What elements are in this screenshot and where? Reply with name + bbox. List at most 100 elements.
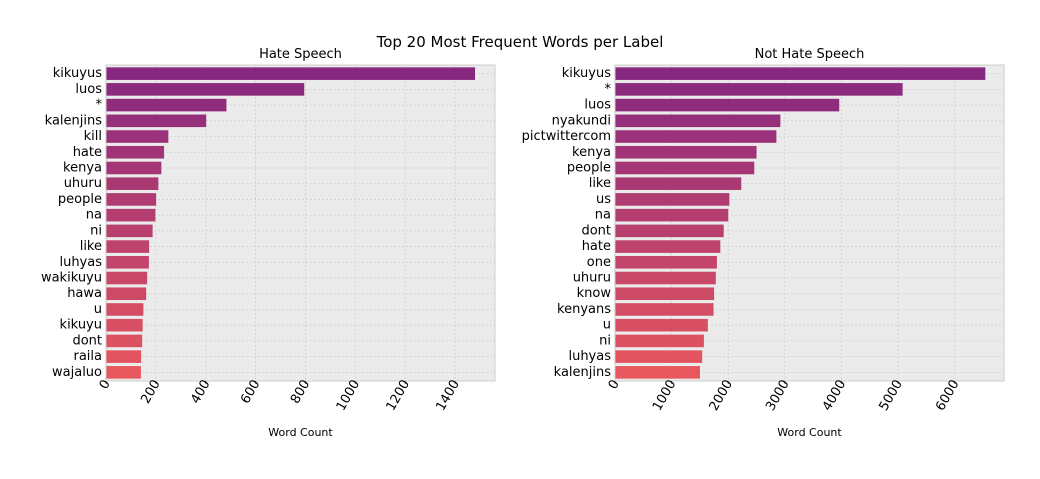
bar-kikuyu	[106, 318, 143, 332]
y-tick-label: na	[86, 208, 102, 223]
y-tick-label: u	[603, 318, 611, 333]
bar-uhuru	[106, 177, 159, 190]
bar-uhuru	[615, 271, 716, 285]
bar-luhyas	[106, 256, 149, 269]
x-tick-label: 4000	[820, 377, 850, 413]
y-tick-label: kikuyus	[562, 66, 611, 81]
bar-one	[615, 256, 717, 269]
y-tick-label: people	[567, 160, 611, 175]
bar-kenya	[106, 161, 162, 175]
y-tick-label: like	[589, 176, 611, 191]
plot-area	[615, 65, 1004, 381]
y-tick-label: hate	[582, 239, 611, 254]
bar-people	[106, 193, 157, 206]
bar-us	[615, 193, 730, 206]
bar-	[106, 98, 227, 112]
y-tick-label: hate	[73, 145, 102, 160]
plot-frame	[614, 64, 1005, 382]
bar-ni	[615, 334, 704, 348]
bar-ni	[106, 224, 153, 238]
y-tick-label: like	[80, 239, 102, 254]
x-tick-label: 400	[188, 377, 213, 406]
bar-wakikuyu	[106, 271, 148, 285]
y-tick-label: luos	[75, 82, 102, 97]
bar-luos	[615, 98, 840, 112]
y-tick-label: kenya	[572, 145, 611, 160]
x-axis-label: Word Count	[268, 426, 333, 439]
x-tick-label: 1400	[433, 377, 463, 413]
bar-raila	[106, 350, 142, 363]
plot-area	[106, 65, 495, 381]
y-tick-label: wajaluo	[52, 365, 102, 380]
y-tick-label: kenya	[63, 160, 102, 175]
x-tick-label: 5000	[876, 377, 906, 413]
bar-dont	[106, 334, 143, 348]
bar-luos	[106, 83, 305, 96]
bar-kenyans	[615, 303, 714, 316]
y-tick-label: luos	[584, 98, 611, 113]
panel-title: Hate Speech	[259, 47, 342, 62]
x-tick-label: 800	[288, 377, 313, 406]
bar-dont	[615, 224, 724, 238]
y-tick-label: dont	[72, 333, 102, 348]
bar-na	[615, 208, 729, 222]
bar-	[615, 83, 903, 96]
bar-know	[615, 287, 715, 301]
y-tick-label: uhuru	[64, 176, 102, 191]
bar-hawa	[106, 287, 147, 301]
y-tick-label: *	[96, 98, 103, 113]
bar-luhyas	[615, 350, 703, 363]
y-tick-label: kikuyu	[60, 318, 102, 333]
x-tick-label: 6000	[933, 377, 963, 413]
y-tick-label: hawa	[67, 286, 102, 301]
bar-na	[106, 208, 156, 222]
bar-pictwittercom	[615, 130, 777, 143]
bar-kalenjins	[106, 114, 207, 128]
bar-kenya	[615, 145, 757, 159]
bar-like	[615, 177, 742, 190]
bar-kalenjins	[615, 366, 700, 379]
y-tick-label: dont	[581, 223, 611, 238]
y-tick-label: na	[595, 208, 611, 223]
y-tick-label: luhyas	[59, 255, 102, 270]
y-tick-label: one	[587, 255, 611, 270]
x-tick-label: 3000	[763, 377, 793, 413]
y-tick-label: kalenjins	[554, 365, 612, 380]
bar-like	[106, 240, 150, 253]
x-tick-label: 200	[138, 377, 163, 406]
y-tick-label: know	[577, 286, 612, 301]
y-tick-label: luhyas	[568, 349, 611, 364]
chart-panel-1: kikuyusluos*kalenjinskillhatekenyauhurup…	[41, 47, 496, 439]
plot-frame	[105, 64, 496, 382]
bar-nyakundi	[615, 114, 781, 128]
y-tick-label: kenyans	[557, 302, 611, 317]
x-tick-label: 600	[238, 377, 263, 406]
bar-hate	[106, 145, 165, 159]
panel-title: Not Hate Speech	[755, 47, 865, 62]
bar-kikuyus	[615, 67, 986, 80]
y-tick-label: ni	[90, 223, 102, 238]
y-tick-label: kalenjins	[45, 113, 103, 128]
bar-wajaluo	[106, 366, 141, 379]
bar-people	[615, 161, 755, 175]
y-tick-label: people	[58, 192, 102, 207]
x-tick-label: 1000	[650, 377, 680, 413]
figure-title: Top 20 Most Frequent Words per Label	[376, 33, 664, 51]
y-tick-label: kikuyus	[53, 66, 102, 81]
y-tick-label: nyakundi	[552, 113, 611, 128]
y-tick-label: raila	[73, 349, 102, 364]
bar-kill	[106, 130, 169, 143]
y-tick-label: ni	[599, 333, 611, 348]
x-tick-label: 1000	[334, 377, 364, 413]
bar-u	[615, 318, 708, 332]
bar-kikuyus	[106, 67, 476, 80]
bar-hate	[615, 240, 721, 253]
y-tick-label: wakikuyu	[41, 271, 102, 286]
y-tick-label: kill	[84, 129, 102, 144]
y-tick-label: *	[605, 82, 612, 97]
y-tick-label: pictwittercom	[522, 129, 611, 144]
x-tick-label: 1200	[384, 377, 414, 413]
x-axis-label: Word Count	[777, 426, 842, 439]
